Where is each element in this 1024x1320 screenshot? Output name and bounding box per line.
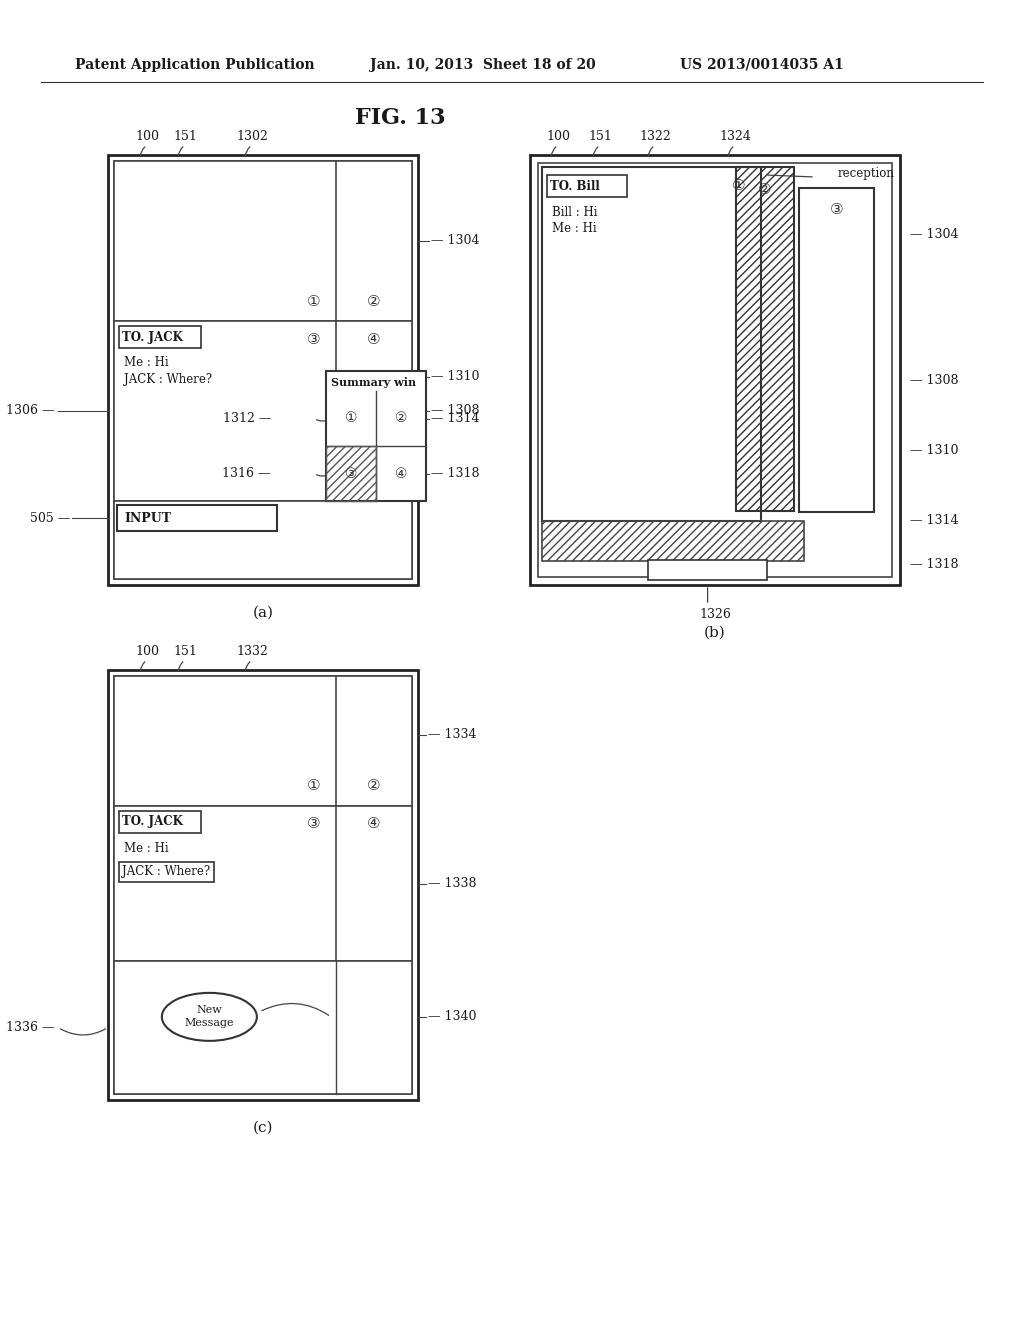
Text: 1332: 1332 [237, 645, 268, 657]
Text: Jan. 10, 2013  Sheet 18 of 20: Jan. 10, 2013 Sheet 18 of 20 [370, 58, 596, 73]
Text: (a): (a) [253, 606, 273, 620]
Bar [547, 176, 627, 197]
Text: INPUT: INPUT [124, 511, 171, 524]
Text: TO. JACK: TO. JACK [122, 816, 183, 829]
Bar [114, 807, 412, 961]
Text: — 1310: — 1310 [431, 371, 479, 384]
Text: 151: 151 [173, 129, 197, 143]
Text: (b): (b) [705, 626, 726, 640]
Text: — 1310: — 1310 [910, 444, 958, 457]
Text: ②: ② [758, 181, 772, 197]
Text: 100: 100 [546, 129, 570, 143]
Text: 100: 100 [135, 645, 159, 657]
Bar [736, 168, 794, 511]
Text: — 1314: — 1314 [431, 412, 479, 425]
Text: ②: ② [368, 779, 381, 793]
Text: (c): (c) [253, 1121, 273, 1135]
Text: ③: ③ [307, 817, 321, 832]
Text: ④: ④ [368, 331, 381, 346]
Text: 100: 100 [135, 129, 159, 143]
Text: ③: ③ [345, 466, 357, 480]
Text: 1316 —: 1316 — [222, 467, 271, 480]
Text: Me : Hi: Me : Hi [124, 356, 169, 370]
Text: — 1340: — 1340 [428, 1010, 476, 1023]
Text: 1336 —: 1336 — [6, 1020, 55, 1034]
Bar [108, 154, 418, 585]
Text: Me : Hi: Me : Hi [552, 223, 597, 235]
Bar [542, 168, 761, 521]
Text: 1306 —: 1306 — [6, 404, 55, 417]
Text: ②: ② [368, 293, 381, 309]
Text: ①: ① [732, 177, 745, 193]
Text: — 1314: — 1314 [910, 513, 958, 527]
Bar [114, 321, 412, 502]
Text: ③: ③ [307, 331, 321, 346]
Text: Summary win: Summary win [331, 378, 416, 388]
Bar [648, 560, 767, 579]
Text: 1326: 1326 [699, 609, 731, 622]
Bar [542, 521, 804, 561]
Text: ④: ④ [368, 817, 381, 832]
Text: — 1318: — 1318 [431, 467, 479, 480]
Text: — 1334: — 1334 [428, 729, 476, 742]
Text: Bill : Hi: Bill : Hi [552, 206, 597, 219]
Text: ①: ① [345, 412, 357, 425]
Text: FIG. 13: FIG. 13 [354, 107, 445, 129]
Text: TO. Bill: TO. Bill [550, 180, 600, 193]
Bar [119, 810, 201, 833]
Text: ①: ① [307, 779, 321, 793]
Bar [108, 671, 418, 1100]
Text: 1324: 1324 [719, 129, 751, 143]
Bar [117, 506, 278, 531]
Bar [538, 162, 892, 577]
Bar [114, 676, 412, 807]
Text: — 1318: — 1318 [910, 558, 958, 572]
Text: US 2013/0014035 A1: US 2013/0014035 A1 [680, 58, 844, 73]
Text: Me : Hi: Me : Hi [124, 842, 169, 854]
Text: 1322: 1322 [639, 129, 671, 143]
Text: JACK : Where?: JACK : Where? [122, 866, 210, 879]
Text: Patent Application Publication: Patent Application Publication [75, 58, 314, 73]
Text: reception: reception [838, 166, 895, 180]
Text: JACK : Where?: JACK : Where? [124, 372, 212, 385]
Ellipse shape [162, 993, 257, 1041]
Text: TO. JACK: TO. JACK [122, 330, 183, 343]
Text: 151: 151 [588, 129, 612, 143]
Bar [326, 371, 426, 502]
Text: — 1304: — 1304 [431, 235, 479, 248]
Text: — 1304: — 1304 [910, 228, 958, 242]
Bar [326, 446, 376, 502]
Text: 1312 —: 1312 — [222, 412, 271, 425]
Bar [114, 502, 412, 579]
Text: New
Message: New Message [184, 1006, 234, 1028]
Bar [119, 326, 201, 348]
Text: 505 —: 505 — [30, 511, 70, 524]
Bar [114, 161, 412, 321]
Text: 151: 151 [173, 645, 197, 657]
Text: ④: ④ [394, 466, 408, 480]
Text: ①: ① [307, 293, 321, 309]
Bar [799, 187, 874, 512]
Text: — 1338: — 1338 [428, 876, 476, 890]
Text: — 1308: — 1308 [910, 374, 958, 387]
Bar [114, 161, 412, 579]
Text: — 1308: — 1308 [431, 404, 479, 417]
Bar [114, 676, 412, 1094]
Bar [119, 862, 214, 882]
Text: 1302: 1302 [237, 129, 268, 143]
Bar [114, 961, 412, 1094]
Text: ②: ② [394, 412, 408, 425]
Bar [530, 154, 900, 585]
Text: ③: ③ [829, 202, 844, 218]
